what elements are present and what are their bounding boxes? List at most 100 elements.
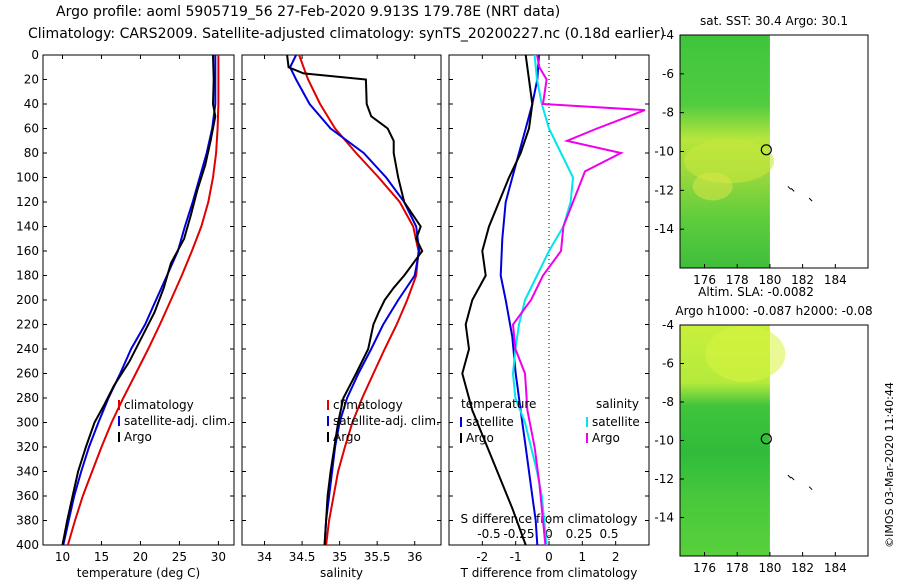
figure-title-line1: Argo profile: aoml 5905719_56 27-Feb-202…: [56, 4, 561, 20]
series-line-satellite-adj-clim-: [62, 55, 217, 546]
xtick-label: 178: [726, 561, 749, 575]
legend-label: climatology: [333, 398, 403, 412]
legend-label: satellite-adj. clim.: [333, 414, 440, 428]
xtick-label: 180: [758, 273, 781, 287]
xtick-label: 178: [726, 273, 749, 287]
ytick-label: 60: [24, 122, 39, 136]
salinity-panel: 34 34.5 35 35.5 36 salinity climatology satelli…: [241, 54, 442, 580]
ytick-label: -4: [662, 28, 674, 42]
xtick-label: 36: [407, 550, 422, 564]
ytick-label: 100: [16, 171, 39, 185]
coast-mark: [790, 188, 795, 192]
legend-label: Argo: [466, 431, 494, 445]
xtick-label: 34.5: [289, 550, 316, 564]
xtick-label: 34: [257, 550, 272, 564]
ytick-label: -14: [654, 222, 674, 236]
ytick-label: 120: [16, 195, 39, 209]
stick-label: 0.25: [566, 527, 593, 541]
legend-title-salinity: salinity: [596, 397, 639, 411]
stick-label: -0.5: [477, 527, 500, 541]
ytick-label: 340: [16, 465, 39, 479]
ytick-label: -8: [662, 395, 674, 409]
sst_map-panel: -4 -6 -8 -10 -12 -14 176 178 180 182 184 sat. SST: …: [654, 14, 869, 287]
xtick-label: 176: [693, 273, 716, 287]
series-line-s-satellite: [511, 54, 575, 546]
xtick-label: 180: [758, 561, 781, 575]
series-line-argo: [286, 54, 424, 546]
coast-mark: [808, 486, 813, 491]
ytick-label: -12: [654, 472, 674, 486]
xtick-label: 1: [579, 550, 587, 564]
ytick-label: 200: [16, 293, 39, 307]
coast-mark: [787, 186, 792, 190]
sst_map-title: sat. SST: 30.4 Argo: 30.1: [700, 14, 848, 28]
ytick-label: -6: [662, 67, 674, 81]
map-patch: [705, 325, 786, 382]
stick-label: 0: [545, 527, 553, 541]
ytick-label: -8: [662, 106, 674, 120]
xtick-label: 10: [55, 550, 70, 564]
ytick-label: 360: [16, 489, 39, 503]
xtick-label: 184: [824, 273, 847, 287]
xtick-label: 176: [693, 561, 716, 575]
copyright-stamp: ©IMOS 03-Mar-2020 11:40:44: [883, 382, 896, 548]
series-line-satellite-adj-clim-: [288, 54, 421, 546]
ytick-label: 220: [16, 318, 39, 332]
coast-mark: [808, 197, 813, 202]
salinity-xlabel: salinity: [320, 566, 363, 580]
legend-label: Argo: [592, 431, 620, 445]
argo-location-marker: [760, 433, 772, 445]
series-line-climatology: [298, 54, 420, 546]
series-line-t-satellite: [499, 54, 540, 546]
xtick-label: 182: [791, 561, 814, 575]
ytick-label: 80: [24, 146, 39, 160]
ytick-label: -10: [654, 145, 674, 159]
xtick-label: 25: [172, 550, 187, 564]
figure-title-line2: Climatology: CARS2009. Satellite-adjuste…: [28, 26, 666, 42]
ytick-label: 260: [16, 367, 39, 381]
salinity-axes-box: [241, 54, 442, 546]
xtick-label: -2: [476, 550, 488, 564]
map-patch: [684, 139, 775, 184]
xtick-label: 30: [211, 550, 226, 564]
legend-label: satellite: [592, 415, 640, 429]
ytick-label: 240: [16, 342, 39, 356]
xtick-label: 35: [332, 550, 347, 564]
series-line-climatology: [66, 55, 220, 546]
ytick-label: 300: [16, 416, 39, 430]
ytick-label: -4: [662, 318, 674, 332]
legend-title-temperature: temperature: [461, 397, 536, 411]
series-line-t-argo: [461, 54, 534, 546]
xtick-label: 35.5: [364, 550, 391, 564]
ytick-label: 0: [31, 48, 39, 62]
difference-xlabel-top: S difference from climatology: [461, 512, 638, 526]
temperature-axes-box: [42, 54, 235, 546]
ytick-label: -12: [654, 183, 674, 197]
ytick-label: 380: [16, 514, 39, 528]
xtick-label: -1: [510, 550, 522, 564]
difference-xlabel: T difference from climatology: [460, 566, 638, 580]
ytick-label: -14: [654, 511, 674, 525]
xtick-label: 0: [545, 550, 553, 564]
temperature-panel: 0 20 40 60 80 100 120 140 160 180 200 220 240 260 280 3…: [16, 48, 235, 580]
xtick-label: 2: [612, 550, 620, 564]
xtick-label: 182: [791, 273, 814, 287]
ytick-label: -10: [654, 434, 674, 448]
sla_map-panel: -4 -6 -8 -10 -12 -14 176 178 180 182 184 Argo h1000…: [654, 285, 872, 575]
series-line-s-argo: [511, 54, 646, 546]
sla_map-title-top: Altim. SLA: -0.0082: [698, 285, 814, 299]
ytick-label: 400: [16, 538, 39, 552]
sla_map-title: Argo h1000: -0.087 h2000: -0.08: [675, 304, 872, 318]
ytick-label: -6: [662, 357, 674, 371]
coast-mark: [787, 474, 792, 479]
xtick-label: 15: [94, 550, 109, 564]
xtick-label: 184: [824, 561, 847, 575]
temperature-xlabel: temperature (deg C): [77, 566, 200, 580]
legend-label: satellite-adj. clim.: [124, 414, 231, 428]
ytick-label: 40: [24, 97, 39, 111]
xtick-label: 20: [133, 550, 148, 564]
argo-location-marker: [760, 144, 772, 156]
ytick-label: 280: [16, 391, 39, 405]
ytick-label: 180: [16, 269, 39, 283]
